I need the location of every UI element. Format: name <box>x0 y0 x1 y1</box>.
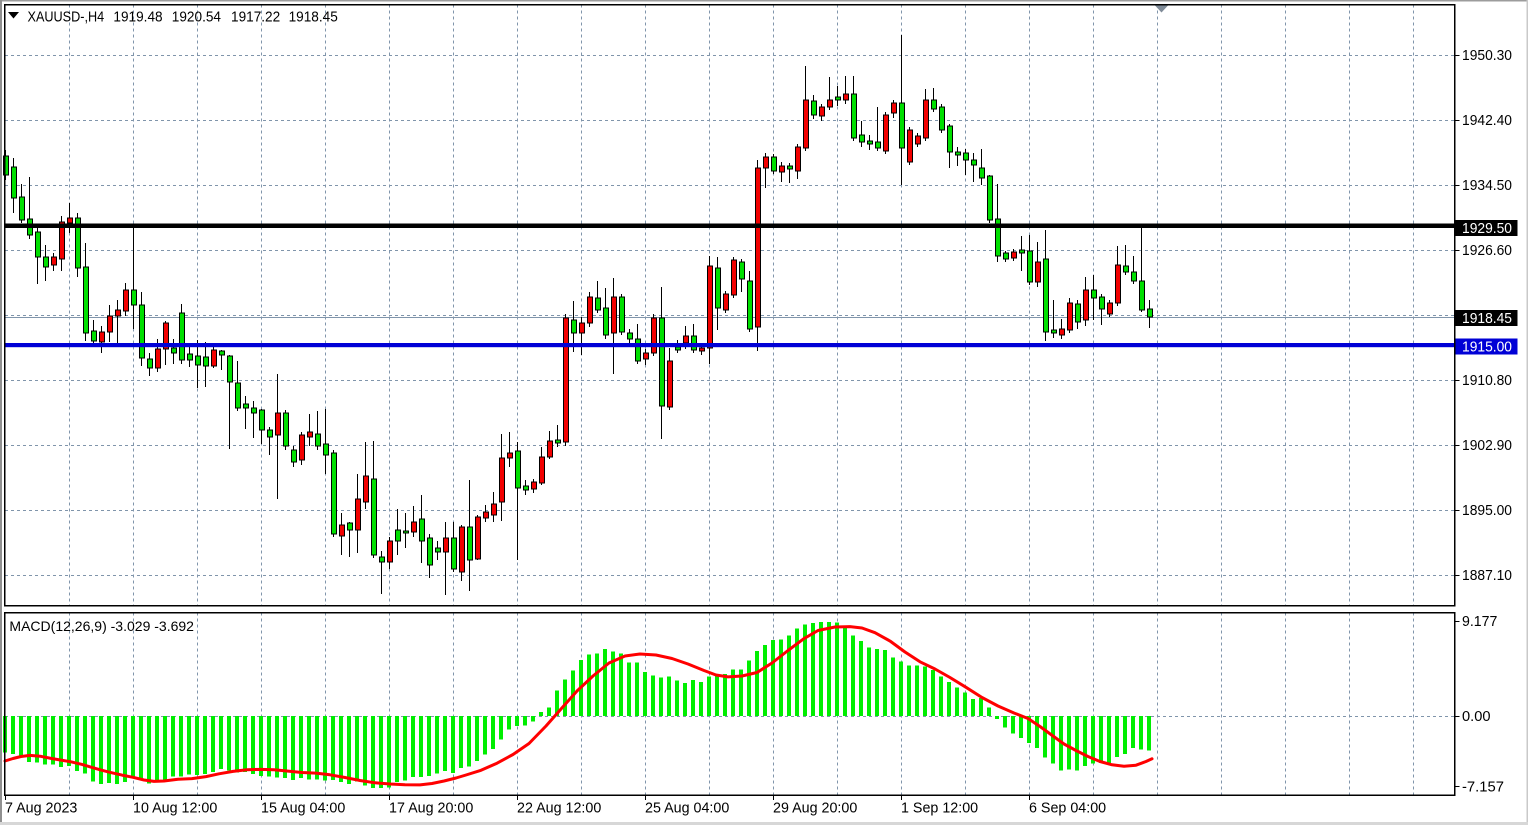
svg-text:XAUUSD-,H4: XAUUSD-,H4 <box>28 10 105 26</box>
svg-text:1910.80: 1910.80 <box>1462 373 1512 389</box>
svg-text:1918.45: 1918.45 <box>1462 311 1512 327</box>
svg-text:1 Sep 12:00: 1 Sep 12:00 <box>901 801 978 817</box>
svg-text:1895.00: 1895.00 <box>1462 503 1512 519</box>
svg-text:7 Aug 2023: 7 Aug 2023 <box>5 801 77 817</box>
svg-text:25 Aug 04:00: 25 Aug 04:00 <box>645 801 729 817</box>
svg-text:1942.40: 1942.40 <box>1462 113 1512 129</box>
svg-text:1917.22: 1917.22 <box>231 10 280 26</box>
svg-text:1918.45: 1918.45 <box>289 10 338 26</box>
svg-text:22 Aug 12:00: 22 Aug 12:00 <box>517 801 601 817</box>
svg-text:15 Aug 04:00: 15 Aug 04:00 <box>261 801 345 817</box>
svg-text:1950.30: 1950.30 <box>1462 48 1512 64</box>
svg-text:-7.157: -7.157 <box>1462 780 1504 796</box>
svg-text:0.00: 0.00 <box>1462 709 1491 725</box>
svg-text:1926.60: 1926.60 <box>1462 243 1512 259</box>
svg-text:1919.48: 1919.48 <box>113 10 162 26</box>
svg-text:1934.50: 1934.50 <box>1462 178 1512 194</box>
svg-text:1915.00: 1915.00 <box>1462 340 1512 356</box>
svg-text:MACD(12,26,9) -3.029 -3.692: MACD(12,26,9) -3.029 -3.692 <box>9 618 194 634</box>
svg-text:9.177: 9.177 <box>1462 614 1497 630</box>
svg-text:6 Sep 04:00: 6 Sep 04:00 <box>1029 801 1106 817</box>
svg-text:1902.90: 1902.90 <box>1462 438 1512 454</box>
svg-text:1929.50: 1929.50 <box>1462 221 1512 237</box>
svg-text:1887.10: 1887.10 <box>1462 568 1512 584</box>
svg-text:29 Aug 20:00: 29 Aug 20:00 <box>773 801 857 817</box>
svg-text:17 Aug 20:00: 17 Aug 20:00 <box>389 801 473 817</box>
svg-text:1920.54: 1920.54 <box>172 10 221 26</box>
svg-text:10 Aug 12:00: 10 Aug 12:00 <box>133 801 217 817</box>
